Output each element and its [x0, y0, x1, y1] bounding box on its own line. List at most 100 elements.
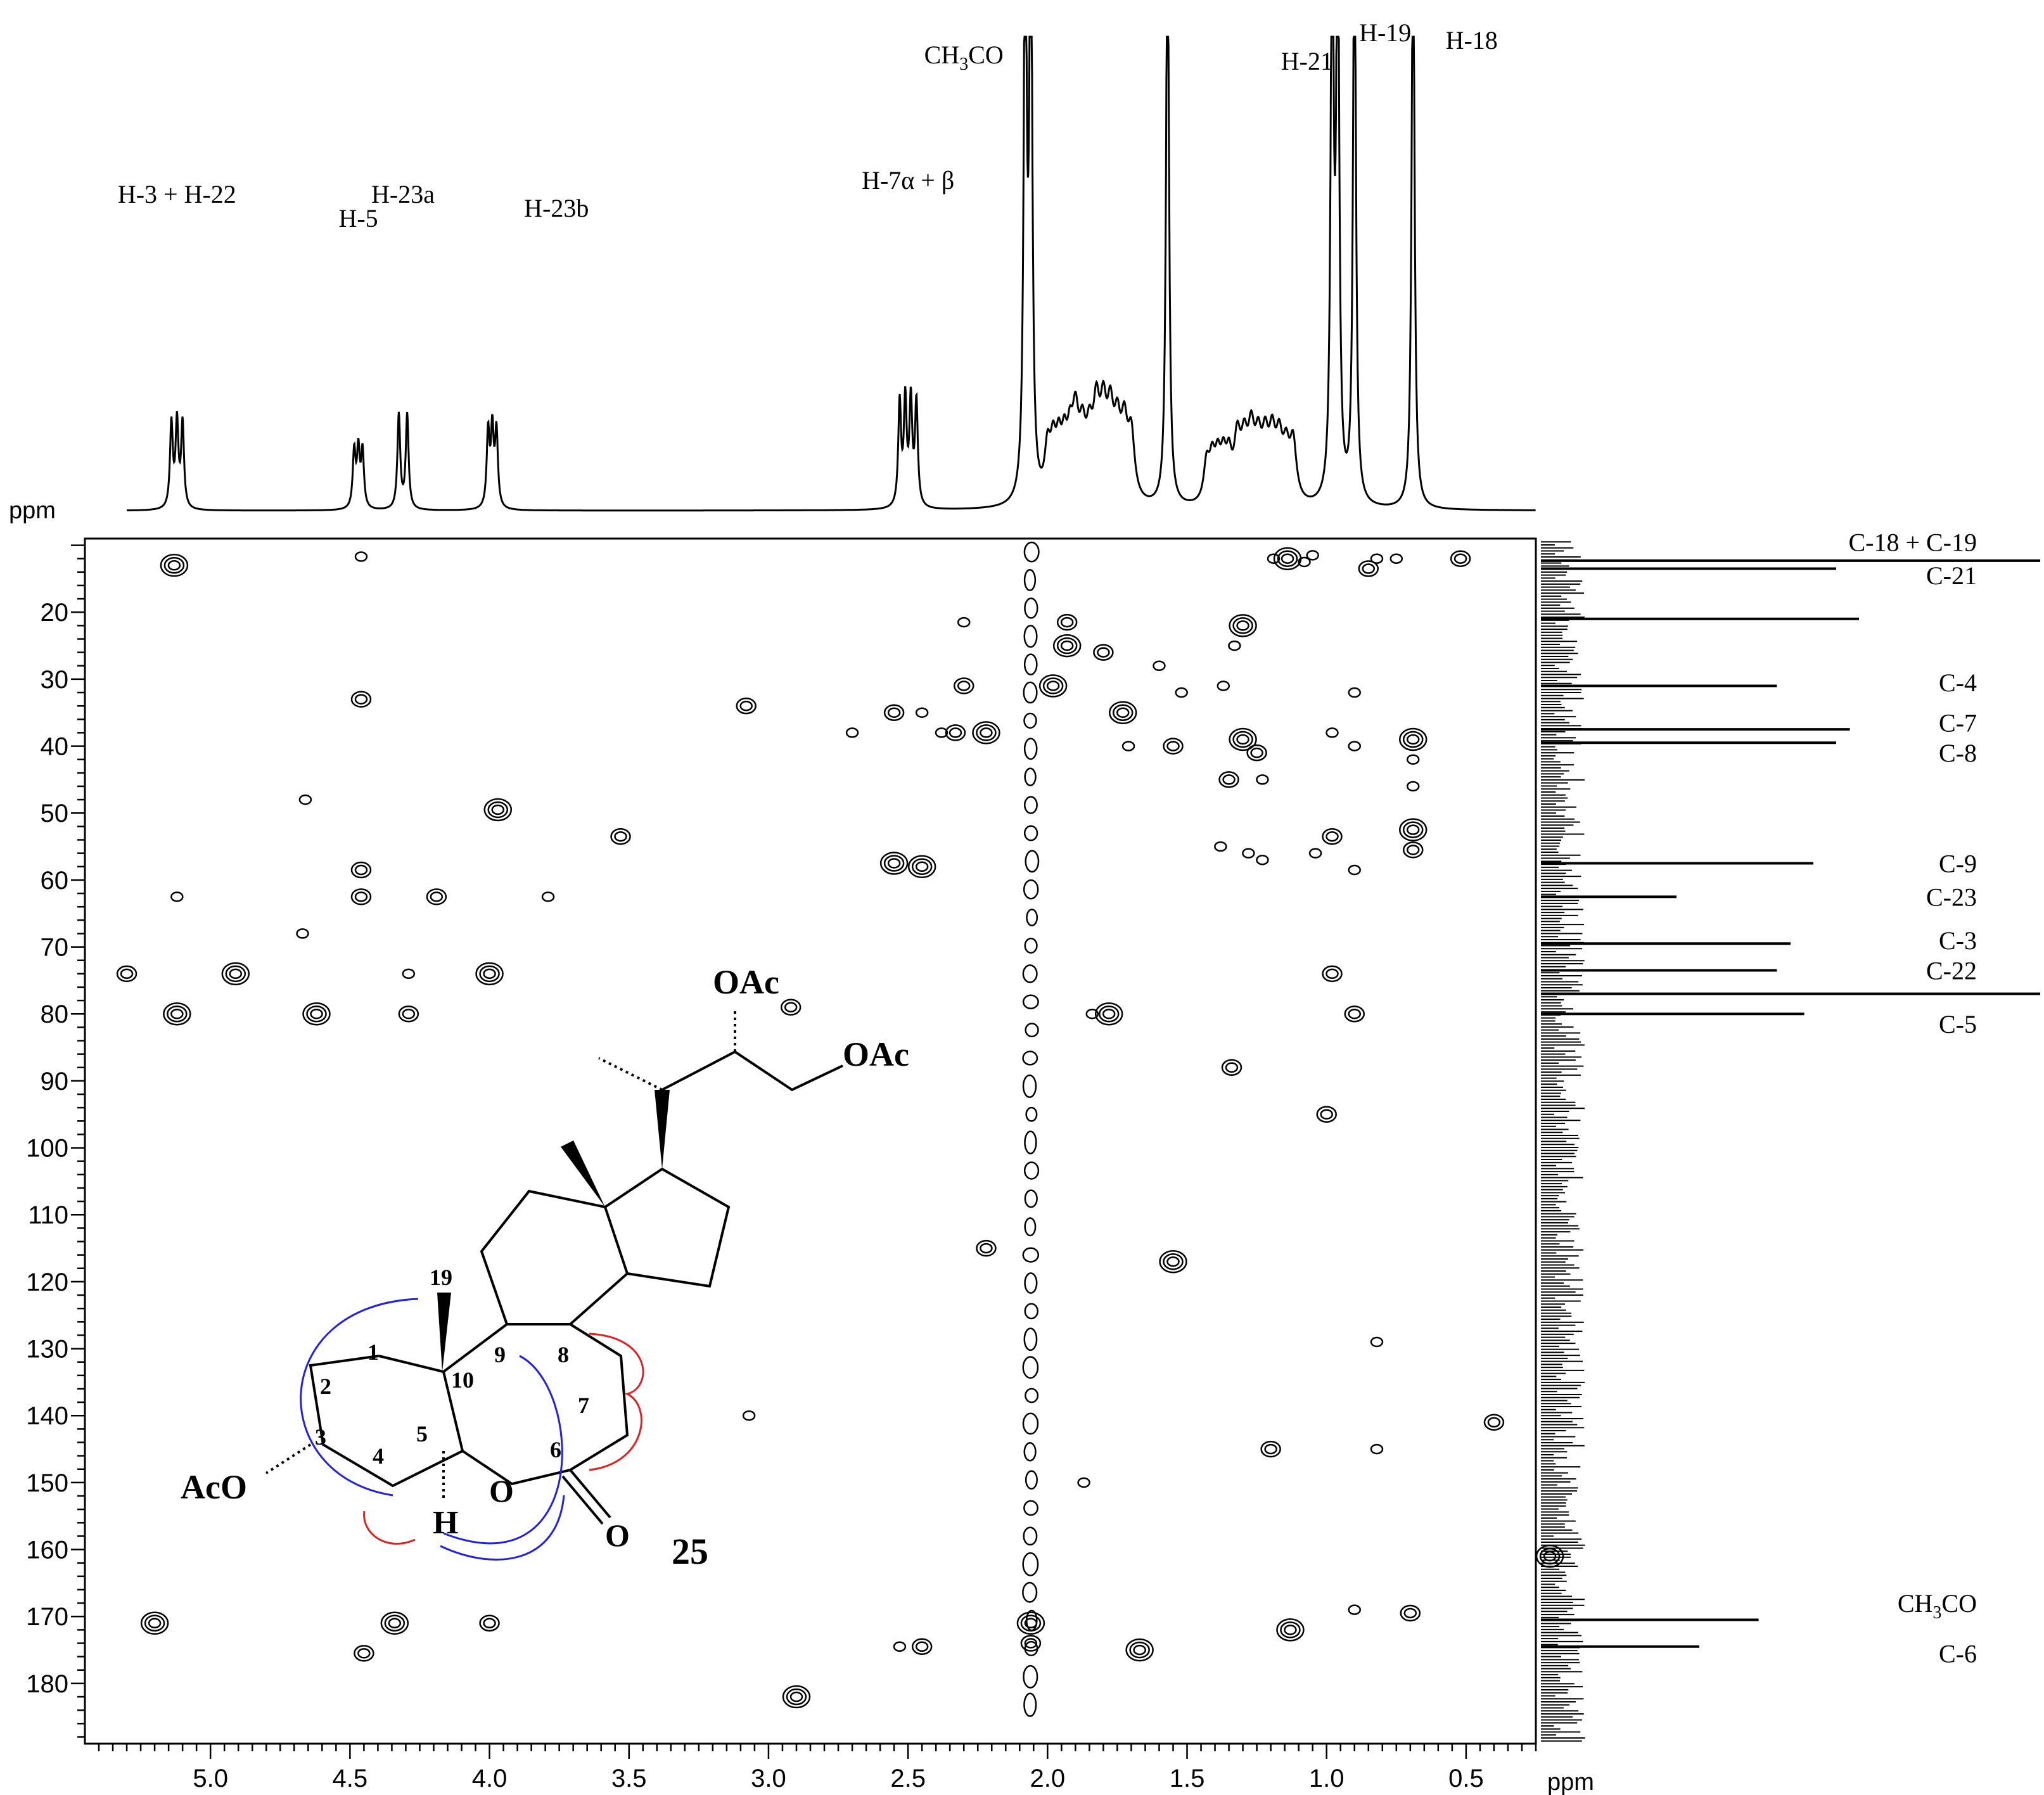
contour-ring — [1097, 647, 1110, 658]
cross-peak — [1406, 781, 1420, 792]
cross-peak — [1348, 687, 1361, 698]
contour-ring — [907, 855, 936, 879]
carbon-projection: C-18 + C-19 C-21 C-4 C-7C-8 C-9 C-23 C-3C-22 C-… — [1541, 528, 2040, 1742]
contour-ring — [1320, 1109, 1333, 1120]
cross-peak — [1229, 727, 1257, 751]
contour-ring — [221, 962, 250, 986]
cross-peak — [957, 616, 971, 628]
cross-peak — [1276, 1618, 1305, 1642]
contour-ring — [1042, 677, 1064, 694]
contour-ring — [1121, 741, 1135, 751]
proton-projection: ppm H-3 + H-22 H-5H-23a H-23b H-7α + β CH3CO… — [9, 18, 1536, 524]
contour-ring — [1133, 1644, 1146, 1656]
contour-ring — [1398, 727, 1428, 751]
x-tick-label: 0.5 — [1448, 1765, 1484, 1792]
contour-ring — [163, 557, 185, 574]
contour-ring — [1159, 1249, 1187, 1274]
cross-peak — [1273, 547, 1302, 570]
contour-ring — [541, 891, 555, 902]
contour-ring — [357, 1648, 371, 1659]
cross-peak — [1159, 1249, 1187, 1274]
cross-peak — [116, 965, 137, 983]
carbon-peak-label: C-5 — [1939, 1010, 1977, 1038]
contour-ring — [1370, 1443, 1384, 1455]
x-tick-label: 2.0 — [1030, 1765, 1066, 1792]
cross-peak — [302, 1002, 331, 1026]
streak-contour — [1022, 1581, 1038, 1603]
cross-peak — [1402, 841, 1424, 859]
streak-contour — [1024, 796, 1038, 814]
cross-peak — [610, 827, 631, 845]
proton-peak-label: H-7α + β — [862, 166, 954, 195]
contour-ring — [1163, 738, 1184, 755]
cross-peak — [1094, 1002, 1123, 1026]
cross-peak — [1214, 841, 1227, 852]
cross-peak — [380, 1611, 409, 1635]
cross-peak — [1370, 553, 1384, 564]
y-tick-label: 170 — [26, 1603, 68, 1631]
contour-ring — [1217, 680, 1230, 691]
carbon-spectrum-trace — [1541, 541, 1585, 1742]
cross-peak — [1322, 827, 1343, 845]
contour-ring — [1056, 637, 1078, 655]
contour-ring — [388, 1618, 402, 1629]
streak-contour — [1022, 1552, 1039, 1576]
carbon-peak-label: C-18 + C-19 — [1848, 528, 1977, 556]
y-tick-label: 150 — [26, 1469, 68, 1497]
streak-contour — [1026, 909, 1038, 926]
contour-ring — [1060, 616, 1074, 628]
contour-ring — [972, 721, 1000, 744]
cross-peak — [170, 891, 184, 902]
contour-ring — [1166, 741, 1180, 751]
hmbc-arrow-red-2 — [363, 1511, 416, 1545]
contour-ring — [483, 968, 496, 980]
streak-contour — [1023, 879, 1039, 900]
cross-peak — [1228, 640, 1241, 651]
contour-ring — [1322, 827, 1343, 845]
contour-ring — [167, 560, 181, 571]
cross-peak — [1125, 1638, 1154, 1662]
contour-ring — [1316, 1106, 1337, 1123]
x-axis: 5.0 4.5 4.0 3.5 3.0 2.5 2.0 1.5 1.0 0.5 — [85, 1742, 1537, 1792]
contour-ring — [911, 858, 933, 876]
contour-ring — [879, 852, 909, 875]
contour-ring — [1246, 744, 1267, 762]
ring-oxygen-label: O — [489, 1473, 514, 1509]
x-tick-label: 1.5 — [1170, 1765, 1205, 1792]
cross-peak — [483, 798, 513, 822]
contour-ring — [1214, 841, 1227, 852]
proton-spectrum-trace — [126, 35, 1536, 512]
cross-peak — [1093, 644, 1114, 661]
x-tick-label: 2.5 — [890, 1765, 926, 1792]
contour-ring — [354, 864, 368, 876]
contour-ring — [1277, 550, 1298, 567]
cross-peak — [1344, 1005, 1365, 1023]
cross-peak — [976, 1239, 997, 1257]
cross-peak — [398, 1005, 419, 1023]
cross-peak — [541, 891, 555, 902]
contour-ring — [1389, 553, 1403, 564]
contour-ring — [402, 968, 416, 980]
atom-number: 7 — [578, 1393, 589, 1418]
cross-peak — [1406, 754, 1420, 765]
contour-ring — [976, 724, 997, 741]
contour-ring — [229, 968, 243, 980]
plot-frame — [84, 537, 1537, 1745]
contour-ring — [1163, 1253, 1184, 1270]
oac-top-label: OAc — [713, 963, 779, 1001]
contour-ring — [980, 727, 993, 738]
atom-number: 4 — [373, 1443, 384, 1469]
contour-ring — [915, 861, 929, 872]
contour-ring — [350, 888, 372, 905]
contour-ring — [883, 855, 905, 872]
cross-peak — [1020, 1635, 1042, 1652]
streak-contour — [1023, 1161, 1040, 1180]
cross-peak — [1246, 744, 1267, 762]
cross-peak — [354, 1645, 374, 1662]
contour-ring — [1129, 1641, 1150, 1659]
contour-ring — [483, 798, 513, 822]
contour-ring — [1020, 1635, 1042, 1652]
contour-ring — [614, 831, 627, 842]
contour-ring — [1406, 734, 1420, 745]
cross-peak — [296, 928, 309, 939]
